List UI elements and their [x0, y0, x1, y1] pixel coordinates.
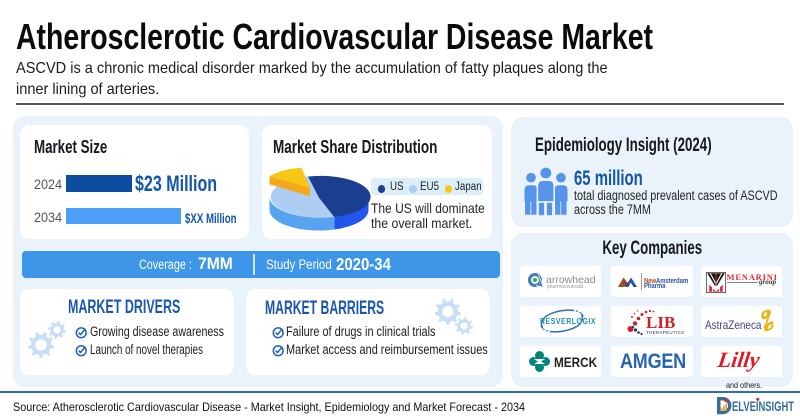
svg-text:ELVEINSIGHT: ELVEINSIGHT	[732, 399, 795, 414]
